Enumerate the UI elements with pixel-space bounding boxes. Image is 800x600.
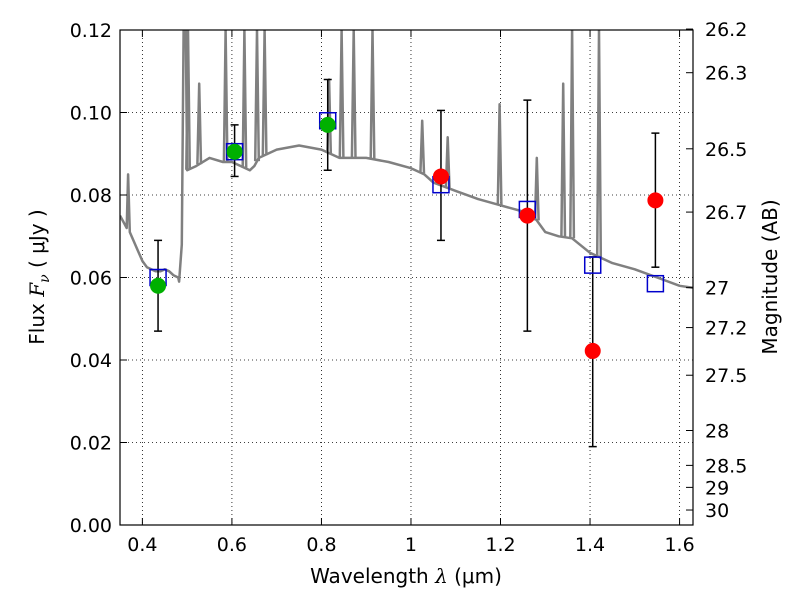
model-emission-line <box>560 82 567 237</box>
red-circle-marker <box>519 207 536 224</box>
model-square-marker <box>646 274 665 293</box>
x-axis-title: Wavelength λ (μm) <box>310 564 502 588</box>
y-tick-label: 0.04 <box>70 350 112 372</box>
red-circle-marker <box>647 192 664 209</box>
x-tick-label: 1.6 <box>664 534 694 556</box>
x-tick-label: 0.6 <box>217 534 247 556</box>
y2-tick-label: 28.5 <box>705 455 747 477</box>
y2-tick-label: 26.3 <box>705 63 747 85</box>
model-emission-line <box>569 30 576 239</box>
model-emission-line <box>419 119 426 174</box>
x-tick-labels: 0.4 0.6 0.8 1 1.2 1.4 1.6 <box>127 534 694 556</box>
model-emission-line <box>350 30 357 158</box>
model-emission-line <box>261 30 268 156</box>
x-tick-label: 1 <box>405 534 417 556</box>
y-tick-label: 0.12 <box>70 20 112 42</box>
grid <box>120 30 693 525</box>
green-circle-marker <box>319 116 336 133</box>
y2-tick-label: 30 <box>705 500 729 522</box>
green-circle-marker <box>226 143 243 160</box>
red-circle-marker <box>432 168 449 185</box>
error-bars <box>154 78 660 448</box>
model-emission-line <box>253 30 261 162</box>
model-emission-line <box>222 30 229 163</box>
green-circle-marker <box>150 277 167 294</box>
model-emission-line <box>369 30 376 160</box>
y2-tick-label: 26.5 <box>705 139 747 161</box>
y-tick-label: 0.06 <box>70 268 112 290</box>
y2-tick-label: 29 <box>705 477 729 499</box>
y2-tick-label: 26.2 <box>705 19 747 41</box>
model-emission-line <box>196 82 203 165</box>
model-emission-line <box>185 30 192 170</box>
data-markers <box>149 112 665 359</box>
model-continuum <box>120 30 693 290</box>
y2-axis-title: Magnitude (AB) <box>758 199 782 354</box>
y-tick-label: 0.10 <box>70 103 112 125</box>
plot-frame <box>119 29 694 526</box>
y2-tick-label: 26.7 <box>705 202 747 224</box>
model-emission-line <box>241 30 248 168</box>
x-tick-label: 1.4 <box>575 534 605 556</box>
y-tick-labels: 0.00 0.02 0.04 0.06 0.08 0.10 0.12 <box>70 20 112 537</box>
y2-tick-label: 27.5 <box>705 365 747 387</box>
y2-tick-label: 28 <box>705 421 729 443</box>
model-emission-line <box>595 30 603 257</box>
y-tick-label: 0.02 <box>70 433 112 455</box>
y2-tick-label: 27.2 <box>705 318 747 340</box>
y-tick-label: 0.08 <box>70 185 112 207</box>
model-emission-line <box>533 156 540 221</box>
y-axis-title: Flux Fν ( μJy ) <box>25 209 53 344</box>
red-circle-marker <box>584 342 601 359</box>
y2-tick-label: 27 <box>705 278 729 300</box>
x-tick-label: 1.2 <box>485 534 515 556</box>
model-emission-line <box>496 103 503 206</box>
model-emission-line <box>338 30 345 158</box>
model-spectrum <box>120 30 693 290</box>
model-square-marker <box>583 256 602 274</box>
x-tick-label: 0.8 <box>306 534 336 556</box>
x-tick-label: 0.4 <box>127 534 157 556</box>
axis-ticks <box>120 28 693 526</box>
y-tick-label: 0.00 <box>70 515 112 537</box>
plot-area <box>120 30 693 448</box>
